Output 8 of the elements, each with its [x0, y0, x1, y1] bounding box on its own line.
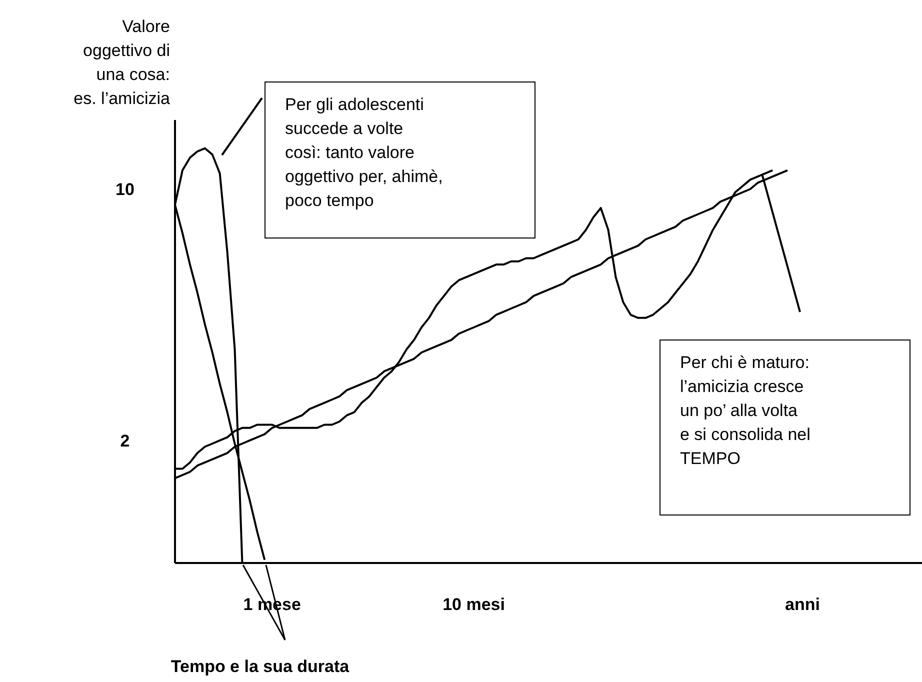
x-tick-label: anni	[785, 595, 820, 614]
y-tick-label: 2	[120, 431, 130, 450]
annotation: Per gli adolescenti succede a volte così: tanto valore oggettivo per, ahimè, poco tempo	[285, 95, 443, 210]
x-axis-title: Tempo e la sua durata	[170, 657, 350, 676]
x-tick-label: 10 mesi	[442, 595, 505, 614]
annotation: Per chi è maturo: l’amicizia cresce un po’ alla volta e si consolida nel TEMPO	[680, 353, 810, 468]
y-axis-title: Valore oggettivo di una cosa: es. l’amicizia	[74, 17, 171, 108]
y-tick-label: 10	[116, 180, 134, 200]
